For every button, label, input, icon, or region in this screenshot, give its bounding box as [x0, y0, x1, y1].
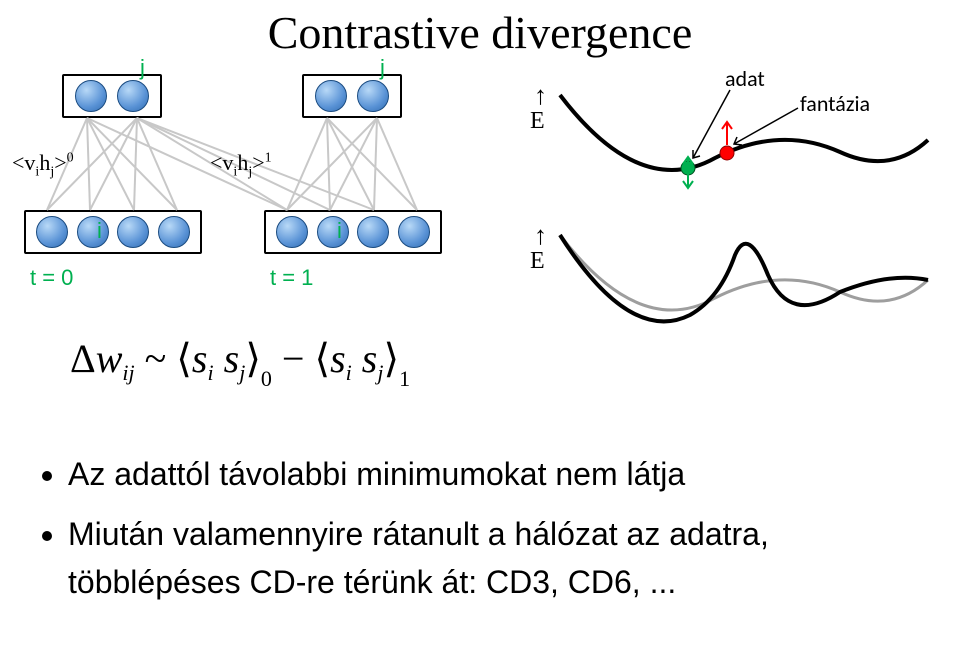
label-vh0: <vihj>0 — [12, 150, 74, 180]
node-circle — [398, 216, 430, 248]
label-vh1: <vihj>1 — [210, 150, 272, 180]
node-circle — [117, 216, 149, 248]
vh0-close: > — [54, 150, 66, 175]
label-i-t0: i — [97, 218, 102, 244]
page-title: Contrastive divergence — [0, 6, 960, 59]
vh1-sup: 1 — [265, 151, 272, 166]
node-circle — [315, 80, 347, 112]
formula-delta: Δ — [70, 336, 96, 381]
label-j-t0: j — [140, 55, 145, 81]
bullet-list: Az adattól távolabbi minimumokat nem lát… — [30, 450, 930, 618]
formula-s1: s — [192, 336, 208, 381]
visible-box-t0 — [24, 210, 202, 254]
formula-langle1: ⟨ — [176, 336, 192, 381]
vh0-sup: 0 — [67, 151, 74, 166]
node-circle — [276, 216, 308, 248]
vh0-h: h — [39, 150, 50, 175]
formula-tilde: ~ — [135, 336, 177, 381]
energy-plot-bottom: ↑ E — [530, 220, 930, 340]
formula-s3: s — [330, 336, 346, 381]
adat-label: adat — [725, 65, 765, 92]
cd-diagram: j j i i — [12, 70, 482, 290]
node-circle — [357, 80, 389, 112]
formula-s2: s — [224, 336, 240, 381]
hidden-box-t0 — [62, 74, 162, 118]
energy-plot-top: ↑ E adat fantázia — [530, 80, 930, 200]
formula-space1 — [214, 336, 224, 381]
bullet-item: Az adattól távolabbi minimumokat nem lát… — [68, 450, 930, 498]
formula-rangle2: ⟩ — [384, 336, 400, 381]
formula: Δwij ~ ⟨si sj⟩0 − ⟨si sj⟩1 — [70, 335, 410, 392]
node-circle — [317, 216, 349, 248]
formula-langle2: ⟨ — [314, 336, 330, 381]
formula-sub1: 1 — [399, 366, 410, 391]
node-circle — [357, 216, 389, 248]
bullet-item: Miután valamennyire rátanult a hálózat a… — [68, 510, 930, 606]
node-circle — [36, 216, 68, 248]
vh1-close: > — [252, 150, 264, 175]
label-t0: t = 0 — [30, 265, 73, 291]
vh1-open: <v — [210, 150, 233, 175]
formula-s4: s — [362, 336, 378, 381]
vh1-h: h — [237, 150, 248, 175]
formula-sub0: 0 — [261, 366, 272, 391]
vh0-open: <v — [12, 150, 35, 175]
node-circle — [158, 216, 190, 248]
formula-w: w — [96, 336, 123, 381]
node-circle — [77, 216, 109, 248]
visible-box-t1 — [264, 210, 442, 254]
label-j-t1: j — [380, 55, 385, 81]
node-circle — [75, 80, 107, 112]
formula-ij: ij — [122, 360, 134, 385]
label-t1: t = 1 — [270, 265, 313, 291]
formula-minus: − — [272, 336, 315, 381]
formula-rangle1: ⟩ — [245, 336, 261, 381]
node-circle — [117, 80, 149, 112]
label-i-t1: i — [337, 218, 342, 244]
hidden-box-t1 — [302, 74, 402, 118]
fantazia-label: fantázia — [800, 90, 870, 117]
formula-space2 — [352, 336, 362, 381]
